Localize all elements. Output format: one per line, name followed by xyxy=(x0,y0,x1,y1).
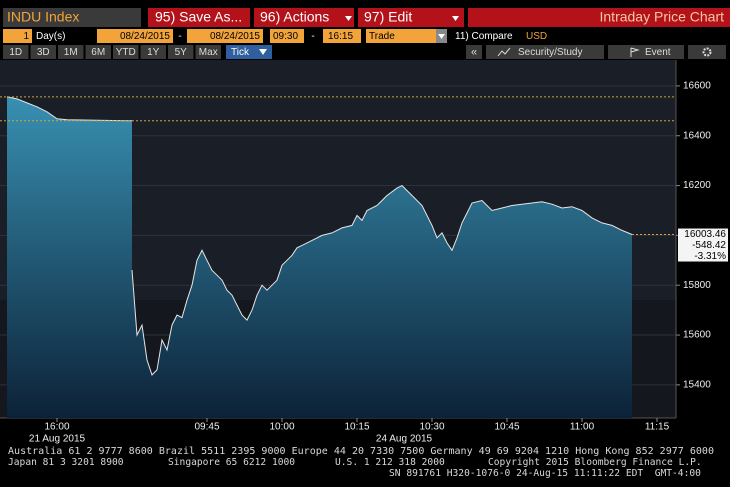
dropdown-icon xyxy=(452,16,459,21)
x-tick-label: 11:15 xyxy=(645,422,670,433)
study-label: Security/Study xyxy=(518,47,582,58)
ticker-box[interactable] xyxy=(3,8,141,27)
range-tab-label: 3D xyxy=(37,47,50,58)
chart: 1540015600158001600016200164001660016:00… xyxy=(0,81,728,445)
last-value: 16003.46 xyxy=(684,229,726,240)
y-tick-label: 16400 xyxy=(683,130,711,141)
range-tab-label: YTD xyxy=(116,47,136,58)
range-tab[interactable] xyxy=(85,45,112,59)
range-tab[interactable] xyxy=(113,45,139,59)
range-tabs: 1D 3D 1M 6M YTD 1Y 5Y Max xyxy=(3,45,221,59)
end-time: 16:15 xyxy=(328,31,353,42)
range-tab[interactable] xyxy=(168,45,194,59)
x-tick-label: 10:15 xyxy=(344,422,369,433)
period: 1 xyxy=(23,31,29,42)
separator: - xyxy=(311,31,314,42)
footer-text: Copyright 2015 Bloomberg Finance L.P. xyxy=(488,457,702,468)
button-label: 96) Actions xyxy=(260,9,329,25)
collapse-label: « xyxy=(471,46,477,58)
footer-text: U.S. 1 212 318 2000 xyxy=(335,457,445,468)
price-area xyxy=(132,185,632,418)
x-tick-label: 11:00 xyxy=(570,422,595,433)
event-label: Event xyxy=(645,47,671,58)
y-tick-label: 15800 xyxy=(683,280,711,291)
date-label: 24 Aug 2015 xyxy=(376,434,433,445)
field: Trade xyxy=(369,31,395,42)
price-line xyxy=(131,184,633,376)
collapse-button[interactable] xyxy=(466,45,482,59)
button-label: 95) Save As... xyxy=(155,9,242,25)
range-tab-label: 6M xyxy=(91,47,105,58)
range-tab-label: 1M xyxy=(64,47,78,58)
input-field[interactable] xyxy=(97,29,173,43)
date-label: 21 Aug 2015 xyxy=(29,434,86,445)
study-button[interactable] xyxy=(486,45,604,59)
separator: - xyxy=(178,31,181,42)
dropdown-field[interactable] xyxy=(366,29,447,43)
settings-icon xyxy=(702,47,712,57)
button-label: 97) Edit xyxy=(364,9,412,25)
footer-text: SN 891761 H320-1076-0 24-Aug-15 11:11:22… xyxy=(389,468,701,479)
x-tick-label: 10:00 xyxy=(269,422,294,433)
x-tick-label: 16:00 xyxy=(44,422,69,433)
dropdown-icon xyxy=(438,34,445,39)
input-field[interactable] xyxy=(270,29,304,43)
range-tab[interactable] xyxy=(140,45,167,59)
tick-menu-label: Tick xyxy=(231,47,250,58)
tick-menu[interactable] xyxy=(226,45,272,59)
range-tab[interactable] xyxy=(58,45,84,59)
range-tab[interactable] xyxy=(30,45,57,59)
start-time: 09:30 xyxy=(273,31,298,42)
input-field[interactable] xyxy=(3,29,32,43)
footer-text: Japan 81 3 3201 8900 xyxy=(8,457,124,468)
x-tick-label: 10:30 xyxy=(419,422,444,433)
range-tab-label: Max xyxy=(199,47,218,58)
button[interactable] xyxy=(148,8,250,27)
dropdown-icon xyxy=(259,49,267,55)
ticker: INDU Index xyxy=(7,9,79,25)
window-title: Intraday Price Chart xyxy=(600,9,725,25)
last-value-box xyxy=(678,228,728,262)
compare-button[interactable]: 11) Compare xyxy=(455,31,513,42)
x-tick-label: 10:45 xyxy=(494,422,519,433)
y-tick-label: 15400 xyxy=(683,380,711,391)
currency: USD xyxy=(526,31,547,42)
range-tab[interactable] xyxy=(3,45,29,59)
end-date: 08/24/2015 xyxy=(210,31,260,42)
price-area xyxy=(7,96,132,419)
x-tick-label: 09:45 xyxy=(194,422,219,433)
study-icon xyxy=(497,47,511,57)
y-tick-label: 16200 xyxy=(683,180,711,191)
input-field[interactable] xyxy=(187,29,263,43)
event-button[interactable] xyxy=(608,45,684,59)
button[interactable] xyxy=(254,8,354,27)
range-tab-label: 5Y xyxy=(175,47,188,58)
event-icon xyxy=(630,47,640,57)
period-unit: Day(s) xyxy=(36,31,65,42)
range-tab-label: 1Y xyxy=(147,47,160,58)
last-change: -548.42 xyxy=(692,240,726,251)
input-field[interactable] xyxy=(323,29,361,43)
range-tab[interactable] xyxy=(195,45,222,59)
range-tab-label: 1D xyxy=(9,47,22,58)
settings-button[interactable] xyxy=(688,45,726,59)
start-date: 08/24/2015 xyxy=(120,31,170,42)
y-tick-label: 15600 xyxy=(683,330,711,341)
y-tick-label: 16600 xyxy=(683,81,711,92)
button[interactable] xyxy=(358,8,464,27)
title-bar xyxy=(468,8,730,27)
last-change-pct: -3.31% xyxy=(694,251,726,262)
dropdown-icon xyxy=(345,16,352,21)
price-line xyxy=(6,96,133,122)
footer-text: Singapore 65 6212 1000 xyxy=(168,457,295,468)
footer-text: Australia 61 2 9777 8600 Brazil 5511 239… xyxy=(8,446,714,457)
